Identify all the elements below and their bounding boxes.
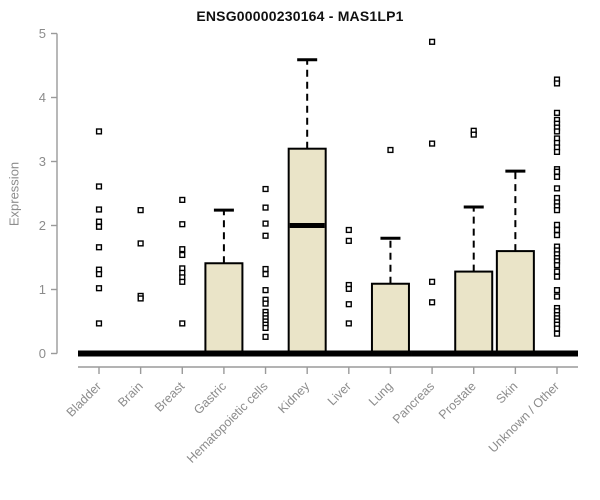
outlier-point-hematopoietic-cells <box>262 232 269 239</box>
category-label-lung: Lung <box>366 379 396 409</box>
box-kidney <box>287 147 327 355</box>
y-tick-label: 2 <box>39 218 46 233</box>
outlier-point-lung <box>387 146 394 154</box>
chart-title: ENSG00000230164 - MAS1LP1 <box>196 8 404 24</box>
outlier-point-pancreas <box>428 140 436 147</box>
outlier-point-unknown-other <box>553 207 561 214</box>
zero-bar-lung <box>369 350 412 357</box>
outlier-point-liver <box>345 285 352 292</box>
outlier-point-hematopoietic-cells <box>262 287 269 294</box>
category-label-liver: Liver <box>325 379 354 408</box>
outlier-point-liver <box>345 237 352 244</box>
outlier-point-unknown-other <box>553 109 561 116</box>
box-skin <box>495 250 535 355</box>
outlier-point-unknown-other <box>553 293 561 300</box>
outlier-point-pancreas <box>428 299 436 306</box>
outlier-point-unknown-other <box>553 231 561 239</box>
outlier-point-unknown-other <box>553 221 561 228</box>
outlier-point-brain <box>137 240 144 247</box>
outlier-point-hematopoietic-cells <box>262 333 269 340</box>
outlier-point-unknown-other <box>553 173 561 180</box>
y-tick-label: 5 <box>39 26 46 41</box>
category-label-prostate: Prostate <box>436 379 479 422</box>
zero-bar-pancreas <box>411 350 454 357</box>
outlier-point-hematopoietic-cells <box>262 204 269 211</box>
outlier-point-hematopoietic-cells <box>262 324 269 332</box>
box-prostate <box>454 270 494 355</box>
outlier-point-bladder <box>95 271 103 278</box>
outlier-point-bladder <box>95 128 103 135</box>
category-label-gastric: Gastric <box>191 379 229 417</box>
outlier-point-unknown-other <box>553 80 561 87</box>
outlier-point-unknown-other <box>553 273 561 280</box>
outlier-point-brain <box>137 295 144 302</box>
category-label-bladder: Bladder <box>64 379 104 419</box>
outlier-point-unknown-other <box>553 185 561 192</box>
outlier-point-unknown-other <box>553 287 561 294</box>
outlier-point-liver <box>345 226 352 234</box>
outlier-point-breast <box>179 221 186 228</box>
outlier-point-breast <box>179 246 186 253</box>
zero-bar-skin <box>494 350 537 357</box>
outlier-point-bladder <box>95 223 103 230</box>
outlier-point-hematopoietic-cells <box>262 265 269 273</box>
zero-bar-prostate <box>452 350 495 357</box>
outlier-point-hematopoietic-cells <box>262 185 269 193</box>
outlier-point-unknown-other <box>553 168 561 175</box>
outlier-point-pancreas <box>428 38 436 45</box>
category-label-hematopoietic-cells: Hematopoietic cells <box>184 379 271 466</box>
outlier-point-unknown-other <box>553 226 561 234</box>
outlier-point-pancreas <box>428 278 436 285</box>
outlier-point-bladder <box>95 218 103 225</box>
outlier-point-liver <box>345 301 352 308</box>
y-tick-label: 4 <box>39 90 46 105</box>
zero-bar-hematopoietic-cells <box>244 350 287 357</box>
outlier-point-unknown-other <box>553 330 561 337</box>
outlier-point-breast <box>179 196 186 204</box>
outlier-point-hematopoietic-cells <box>262 220 269 227</box>
y-tick-label: 3 <box>39 154 46 169</box>
box-gastric <box>204 262 244 355</box>
zero-bar-bladder <box>78 350 120 357</box>
category-label-kidney: Kidney <box>275 379 312 416</box>
zero-bar-kidney <box>286 350 329 357</box>
outlier-point-bladder <box>95 244 103 251</box>
outlier-point-unknown-other <box>553 268 561 275</box>
outlier-point-hematopoietic-cells <box>262 300 269 307</box>
outlier-point-bladder <box>95 285 103 292</box>
zero-bar-brain <box>119 350 162 357</box>
zero-bar-unknown-other <box>536 350 578 357</box>
outlier-point-prostate <box>470 131 477 138</box>
outlier-point-unknown-other <box>553 262 561 269</box>
category-label-pancreas: Pancreas <box>390 379 437 426</box>
outlier-point-unknown-other <box>553 325 561 332</box>
category-label-brain: Brain <box>115 379 146 410</box>
outlier-point-breast <box>179 251 186 259</box>
outlier-point-bladder <box>95 320 103 327</box>
outlier-point-breast <box>179 278 186 285</box>
zero-bar-liver <box>327 350 370 357</box>
outlier-point-brain <box>137 207 144 214</box>
category-label-skin: Skin <box>493 379 520 406</box>
outlier-point-unknown-other <box>553 148 561 156</box>
outlier-point-bladder <box>95 206 103 213</box>
y-tick-label: 0 <box>39 346 46 361</box>
zero-bar-breast <box>161 350 204 357</box>
outlier-point-bladder <box>95 183 103 190</box>
category-label-breast: Breast <box>152 379 188 415</box>
category-label-unknown-other: Unknown / Other <box>486 379 562 455</box>
box-lung <box>370 282 410 355</box>
outlier-point-breast <box>179 320 186 327</box>
y-tick-label: 1 <box>39 282 46 297</box>
outlier-point-hematopoietic-cells <box>262 271 269 278</box>
outlier-point-unknown-other <box>553 128 561 135</box>
outlier-point-liver <box>345 320 352 327</box>
zero-bar-gastric <box>202 350 245 357</box>
